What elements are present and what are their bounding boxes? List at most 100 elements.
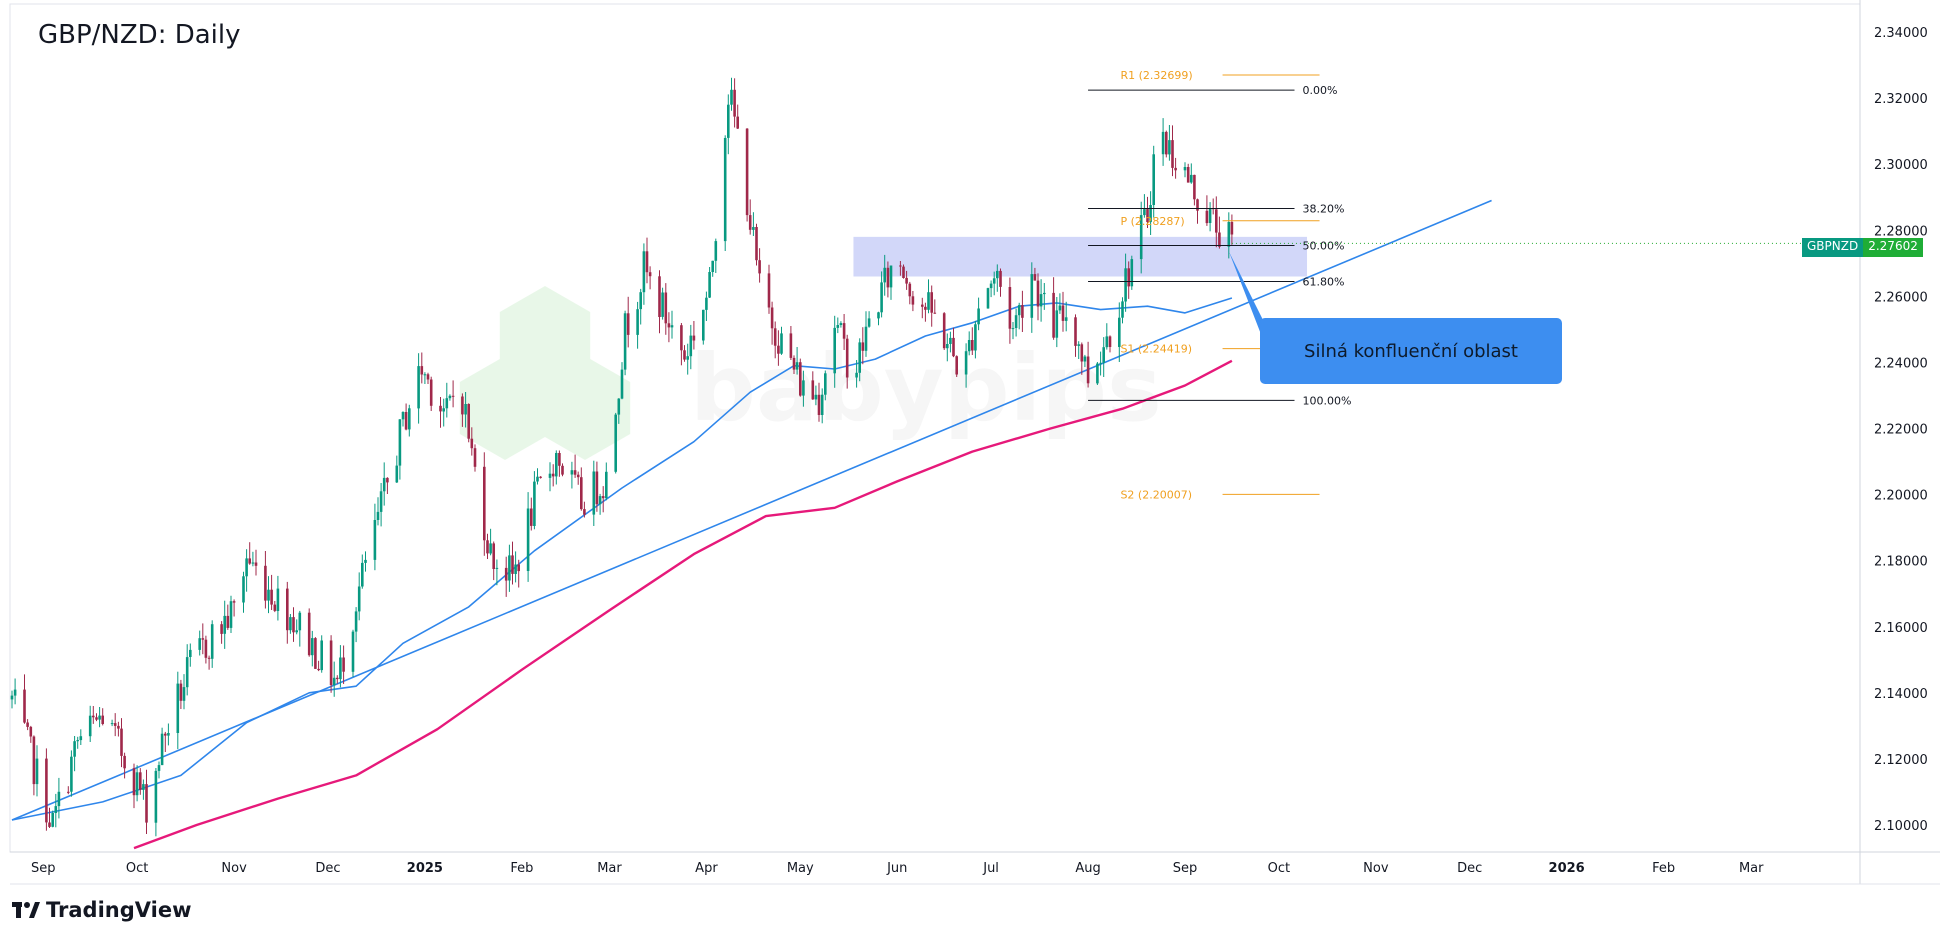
candle-110 (492, 541, 495, 581)
candle-230 (1017, 302, 1021, 330)
candle-body (379, 491, 383, 512)
candle-219 (971, 327, 974, 355)
candle-body (398, 419, 402, 466)
candle-body (533, 481, 536, 526)
candle-body (354, 611, 358, 632)
candle-246 (1086, 341, 1090, 388)
candle-body (242, 576, 245, 603)
y-tick-7: 2.24000 (1874, 356, 1928, 371)
watermark-cube-0 (499, 286, 591, 390)
candle-271 (1196, 198, 1199, 224)
candle-body (986, 288, 990, 309)
candle-167 (745, 128, 749, 222)
candle-body (839, 323, 843, 325)
candle-body (1118, 317, 1121, 347)
candle-152 (680, 323, 683, 366)
candle-body (886, 267, 890, 288)
candle-body (486, 540, 489, 554)
candle-45 (207, 655, 211, 670)
candle-18 (92, 706, 95, 724)
candle-body (404, 412, 408, 430)
candle-body (1168, 140, 1171, 155)
candle-223 (989, 280, 993, 298)
candle-65 (295, 619, 298, 635)
symbol-label: GBPNZD (1802, 238, 1864, 257)
candle-93 (420, 352, 424, 384)
fib-label-4: 100.00% (1303, 394, 1352, 407)
trendline (11, 199, 1492, 821)
candle-body (264, 565, 267, 601)
candle-215 (952, 327, 955, 358)
candle-body (439, 405, 442, 412)
candle-95 (426, 372, 430, 384)
candle-body (689, 335, 693, 357)
candle-17 (88, 705, 92, 742)
candle-body (745, 128, 749, 216)
fib-label-1: 38.20% (1303, 202, 1345, 215)
candle-body (1161, 131, 1165, 155)
candle-body (899, 265, 902, 267)
candle-body (639, 292, 642, 310)
candle-42 (198, 630, 201, 656)
candle-body (555, 453, 558, 477)
candle-body (580, 477, 583, 510)
x-tick-2: Nov (221, 861, 247, 876)
candle-body (210, 624, 214, 659)
candle-body (1196, 199, 1199, 211)
candle-255 (1127, 261, 1130, 299)
candle-body (1061, 305, 1065, 321)
candle-213 (946, 333, 949, 362)
candle-body (752, 227, 755, 230)
candle-body (1030, 274, 1034, 318)
candle-40 (185, 644, 189, 696)
candle-body (1043, 292, 1046, 295)
candle-body (320, 640, 323, 671)
candle-183 (814, 385, 818, 406)
candle-body (142, 784, 145, 790)
candle-body (626, 313, 630, 335)
candle-body (245, 558, 248, 577)
candle-182 (811, 371, 815, 400)
y-tick-2: 2.14000 (1874, 687, 1928, 702)
candle-body (464, 404, 467, 415)
last-price-label: 2.27602 (1863, 238, 1923, 257)
candle-body (548, 473, 552, 478)
candle-265 (1171, 125, 1174, 177)
candle-body (539, 476, 542, 478)
candle-198 (880, 271, 883, 318)
candle-129 (576, 471, 580, 485)
candle-59 (270, 574, 273, 610)
candle-body (858, 342, 861, 373)
candle-263 (1165, 130, 1168, 158)
tradingview-logo[interactable]: TradingView (12, 898, 191, 922)
candle-body (145, 784, 148, 823)
candle-176 (780, 326, 783, 355)
candle-234 (1036, 273, 1040, 321)
pivot-label-2: S1 (2.24419) (1120, 343, 1192, 356)
candle-body (160, 733, 164, 766)
candle-body (451, 395, 455, 397)
candle-body (57, 791, 61, 807)
candle-body (561, 465, 564, 475)
candle-37 (176, 671, 180, 750)
candle-body (76, 740, 79, 742)
candle-180 (799, 358, 802, 397)
candle-body (1183, 167, 1187, 171)
candle-body (201, 638, 205, 640)
candle-body (1017, 305, 1021, 316)
candle-body (733, 89, 736, 117)
candle-130 (580, 467, 583, 511)
pivot-label-0: R1 (2.32699) (1120, 69, 1192, 82)
candle-body (426, 374, 430, 380)
candle-143 (639, 288, 642, 325)
candle-211 (933, 299, 937, 314)
candle-170 (755, 223, 758, 266)
candle-body (949, 337, 952, 344)
candle-224 (992, 271, 996, 296)
candle-118 (530, 497, 533, 531)
candle-body (101, 715, 104, 724)
candle-body (189, 649, 192, 657)
candle-51 (232, 599, 236, 617)
candle-body (267, 589, 270, 601)
